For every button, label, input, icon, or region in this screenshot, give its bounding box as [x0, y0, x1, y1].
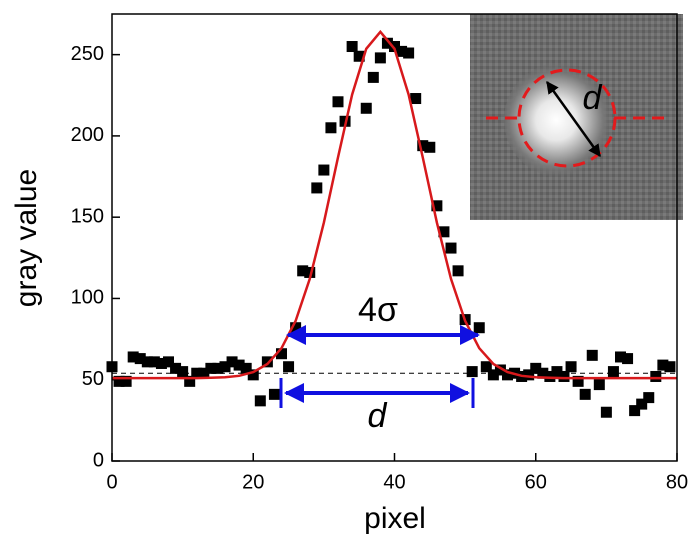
point: [375, 52, 386, 63]
point: [587, 350, 598, 361]
x-tick-label: 0: [106, 471, 117, 493]
point: [311, 182, 322, 193]
point: [177, 366, 188, 377]
y-tick-label: 200: [71, 124, 104, 146]
y-tick-label: 150: [71, 205, 104, 227]
point: [643, 392, 654, 403]
inset-label: d: [583, 79, 603, 117]
inset: d: [470, 14, 683, 220]
y-tick-label: 100: [71, 287, 104, 309]
point: [403, 48, 414, 59]
annotation: 4σ: [358, 291, 398, 329]
point: [580, 389, 591, 400]
point: [283, 361, 294, 372]
point: [474, 322, 485, 333]
y-tick-label: 0: [93, 449, 104, 471]
y-tick-label: 250: [71, 43, 104, 65]
point: [333, 96, 344, 107]
point: [269, 389, 280, 400]
x-tick-label: 20: [242, 471, 264, 493]
point: [410, 93, 421, 104]
point: [424, 142, 435, 153]
point: [664, 361, 675, 372]
chart: pixel gray value 0 20 40 60 80 0 50 100 150 200 25…: [0, 0, 693, 539]
point: [446, 243, 457, 254]
y-axis-label: gray value: [10, 169, 43, 307]
point: [650, 371, 661, 382]
point: [601, 407, 612, 418]
y-tick-label: 50: [82, 368, 104, 390]
x-axis-label: pixel: [364, 502, 426, 535]
inset-spot: [504, 62, 620, 178]
point: [467, 366, 478, 377]
annotation: d: [368, 397, 388, 435]
page: {"chart_data": {"type": "scatter", "x_la…: [0, 0, 693, 544]
point: [453, 265, 464, 276]
x-tick-label: 60: [525, 471, 547, 493]
point: [347, 41, 358, 52]
point: [594, 379, 605, 390]
x-tick-label: 80: [666, 471, 688, 493]
point: [318, 165, 329, 176]
point: [325, 122, 336, 133]
point: [559, 371, 570, 382]
x-tick-label: 40: [383, 471, 405, 493]
point: [361, 103, 372, 114]
point: [608, 366, 619, 377]
point: [566, 361, 577, 372]
point: [622, 353, 633, 364]
point: [255, 395, 266, 406]
point: [368, 72, 379, 83]
